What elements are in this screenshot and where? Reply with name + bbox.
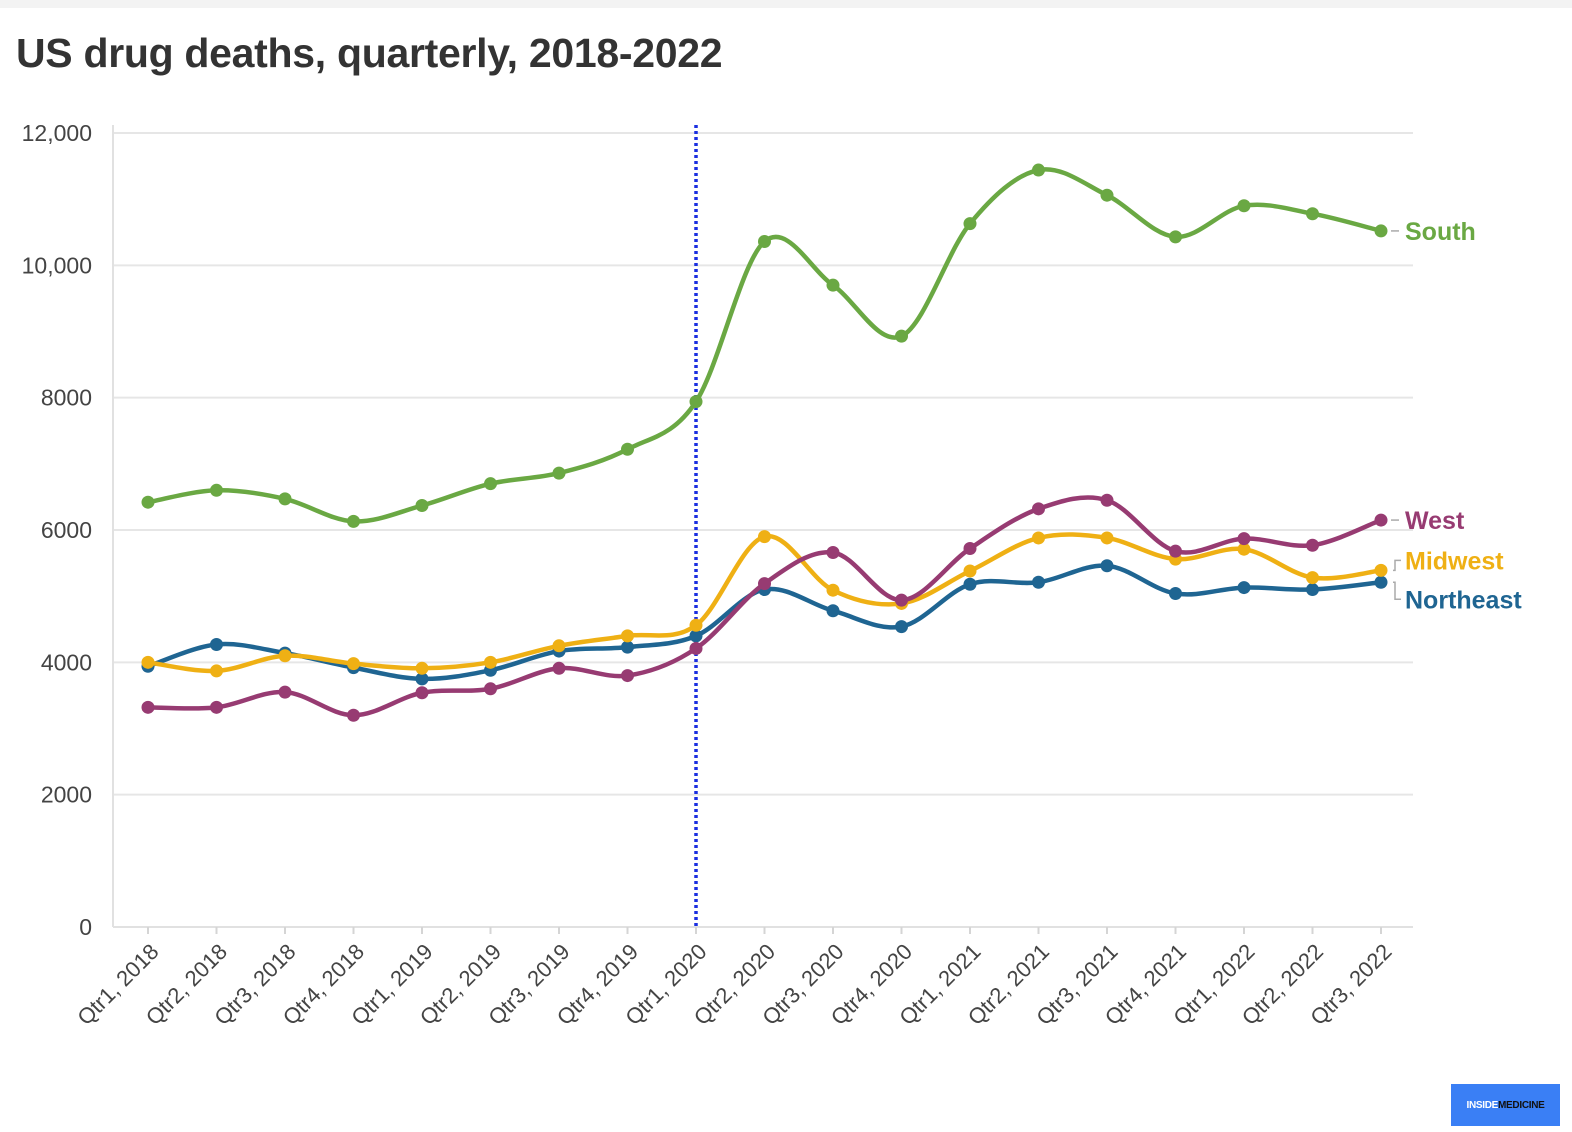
data-point-west: [1374, 513, 1388, 527]
label-connector-northeast: [1393, 581, 1401, 601]
data-point-south: [895, 329, 908, 343]
data-point-south: [1306, 207, 1319, 221]
data-point-midwest: [1374, 563, 1388, 577]
data-point-northeast: [963, 577, 977, 591]
data-point-south: [826, 278, 840, 292]
data-point-west: [621, 669, 634, 683]
series-label-northeast: Northeast: [1405, 586, 1522, 614]
data-point-midwest: [210, 664, 223, 678]
data-point-west: [689, 641, 703, 655]
data-point-northeast: [826, 604, 840, 618]
data-point-west: [963, 542, 977, 556]
grid-layer: [113, 132, 1413, 796]
data-point-midwest: [621, 629, 634, 643]
series-west: [141, 493, 1388, 722]
data-point-midwest: [141, 655, 155, 669]
top-strip: [0, 0, 1572, 8]
data-point-northeast: [210, 637, 223, 651]
data-point-south: [278, 492, 292, 506]
data-point-midwest: [278, 649, 292, 663]
data-point-west: [1306, 538, 1319, 552]
data-point-west: [826, 545, 840, 559]
brand-part-2: MEDICINE: [1498, 1099, 1545, 1111]
label-connector-midwest: [1393, 559, 1401, 572]
data-point-northeast: [1032, 575, 1045, 589]
data-point-midwest: [826, 583, 840, 597]
data-point-northeast: [1306, 583, 1319, 597]
data-point-west: [758, 577, 771, 591]
data-point-midwest: [552, 639, 566, 653]
brand-logo: INSIDEMEDICINE: [1466, 1100, 1544, 1111]
data-point-west: [347, 708, 360, 722]
data-point-south: [1237, 199, 1251, 213]
brand-badge[interactable]: INSIDEMEDICINE: [1451, 1084, 1560, 1126]
y-tick-label: 10,000: [22, 252, 92, 278]
data-point-south: [1169, 230, 1182, 244]
data-point-midwest: [1237, 542, 1251, 556]
y-tick-label: 2000: [41, 782, 92, 808]
y-tick-label: 12,000: [22, 120, 92, 146]
y-tick-label: 4000: [41, 649, 92, 675]
data-point-northeast: [415, 672, 429, 686]
data-point-midwest: [1032, 531, 1045, 545]
data-point-south: [1032, 163, 1045, 177]
series-south: [141, 163, 1388, 528]
chart-title: US drug deaths, quarterly, 2018-2022: [16, 30, 723, 76]
y-tick-label: 6000: [41, 517, 92, 543]
data-point-west: [1237, 532, 1251, 546]
data-point-northeast: [1169, 587, 1182, 601]
data-point-south: [1100, 188, 1114, 202]
data-point-south: [621, 442, 634, 456]
data-point-midwest: [484, 655, 497, 669]
data-point-west: [1100, 493, 1114, 507]
series-label-south: South: [1405, 218, 1476, 246]
data-point-west: [895, 593, 908, 607]
data-point-west: [1169, 544, 1182, 558]
data-point-west: [141, 700, 155, 714]
data-point-midwest: [1100, 531, 1114, 545]
data-point-west: [552, 661, 566, 675]
data-point-northeast: [1100, 559, 1114, 573]
y-tick-label: 0: [79, 914, 92, 940]
series-line-midwest: [145, 532, 1384, 674]
data-point-northeast: [689, 629, 703, 643]
data-point-south: [758, 235, 771, 249]
data-point-south: [415, 499, 429, 513]
data-point-west: [415, 686, 429, 700]
data-point-south: [963, 217, 977, 231]
data-point-northeast: [1237, 581, 1251, 595]
data-point-south: [141, 495, 155, 509]
data-point-northeast: [1374, 575, 1388, 589]
data-point-west: [278, 685, 292, 699]
data-point-south: [1374, 224, 1388, 238]
data-point-west: [1032, 502, 1045, 516]
data-point-midwest: [415, 661, 429, 675]
data-point-west: [484, 682, 497, 696]
data-point-west: [210, 700, 223, 714]
series-label-west: West: [1405, 507, 1465, 535]
data-point-south: [484, 477, 497, 491]
data-point-northeast: [621, 640, 634, 654]
data-point-midwest: [1306, 571, 1319, 585]
series-layer: [141, 163, 1388, 722]
data-point-midwest: [689, 618, 703, 632]
data-point-northeast: [895, 620, 908, 634]
data-point-south: [210, 483, 223, 497]
data-point-midwest: [758, 530, 771, 544]
data-point-south: [689, 395, 703, 409]
data-point-midwest: [963, 564, 977, 578]
y-tick-label: 8000: [41, 385, 92, 411]
series-label-midwest: Midwest: [1405, 547, 1504, 575]
data-point-midwest: [347, 657, 360, 671]
brand-part-1: INSIDE: [1466, 1099, 1499, 1111]
series-label-layer: South West Midwest Northeast: [1391, 218, 1522, 614]
data-point-south: [347, 514, 360, 528]
series-line-south: [145, 167, 1384, 524]
data-point-south: [552, 466, 566, 480]
